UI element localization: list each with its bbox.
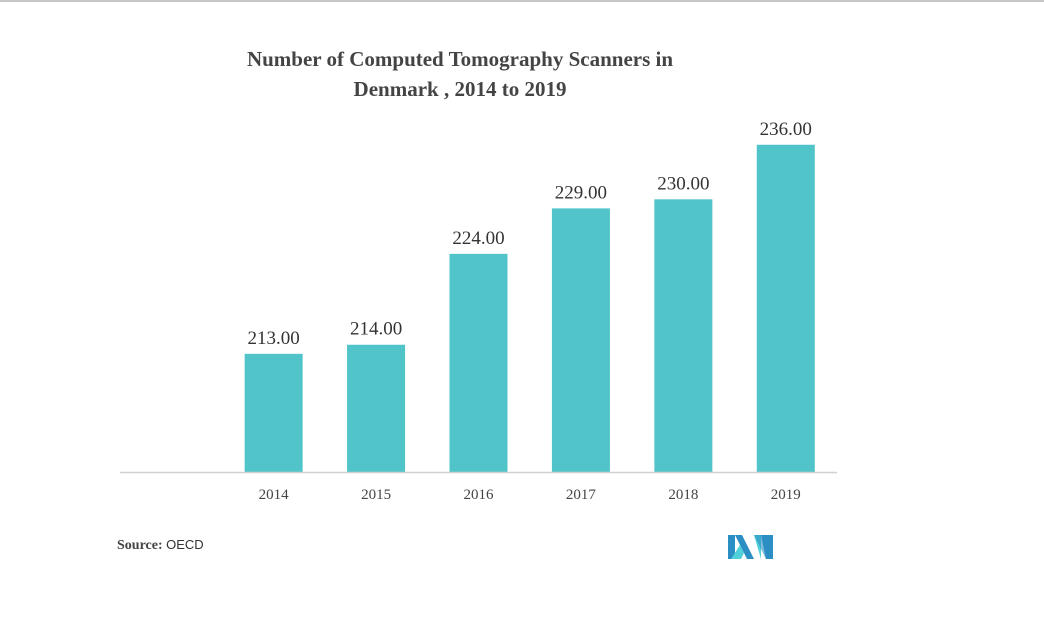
chart-title-line-2: Denmark , 2014 to 2019: [353, 77, 567, 101]
bar-2016: [449, 253, 508, 472]
x-tick-label-2015: 2015: [361, 487, 391, 503]
bar-2019: [756, 144, 815, 472]
x-tick-label-2017: 2017: [566, 487, 597, 503]
bar-2015: [347, 344, 406, 472]
bar-2014: [244, 353, 303, 472]
source-value: OECD: [166, 537, 204, 552]
source-label: Source:: [117, 538, 163, 553]
data-label-2014: 213.00: [248, 328, 300, 349]
top-border: [0, 0, 1044, 2]
data-label-2019: 236.00: [760, 119, 812, 140]
chart-title: Number of Computed Tomography Scanners i…: [160, 44, 760, 104]
x-tick-label-2016: 2016: [464, 487, 495, 503]
data-label-2015: 214.00: [350, 319, 402, 340]
x-tick-label-2014: 2014: [259, 487, 290, 503]
mordor-logo: [728, 535, 773, 559]
bar-2017: [551, 208, 610, 472]
source-note: Source: OECD: [117, 537, 204, 554]
x-tick-label-2019: 2019: [771, 487, 801, 503]
data-label-2018: 230.00: [657, 173, 709, 194]
chart-title-line-1: Number of Computed Tomography Scanners i…: [246, 47, 674, 71]
bar-2018: [654, 199, 713, 473]
x-tick-label-2018: 2018: [668, 487, 698, 503]
data-label-2017: 229.00: [555, 182, 607, 203]
data-label-2016: 224.00: [452, 228, 504, 249]
